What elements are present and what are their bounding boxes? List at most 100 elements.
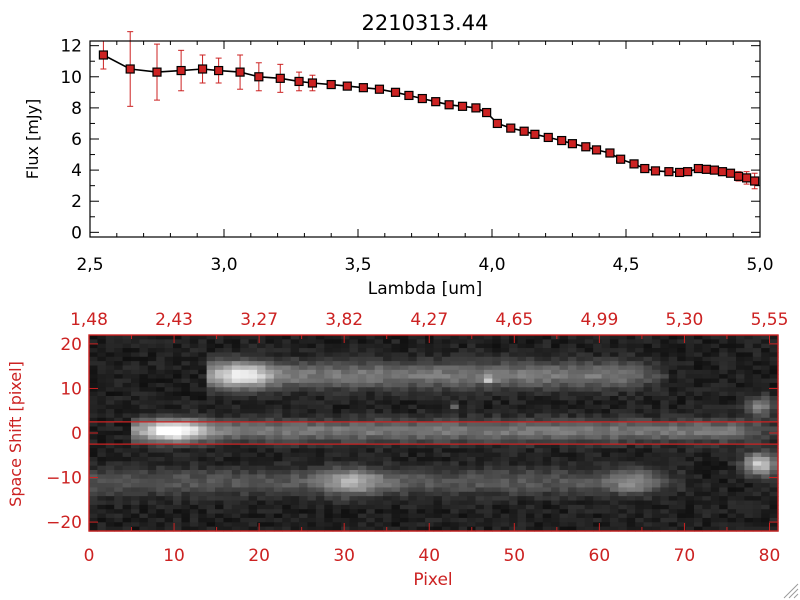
pixel-cell — [693, 391, 703, 397]
pixel-cell — [450, 422, 460, 428]
pixel-cell — [240, 365, 250, 371]
pixel-cell — [609, 387, 619, 393]
pixel-cell — [593, 409, 603, 414]
pixel-cell — [156, 470, 166, 475]
pixel-cell — [609, 361, 619, 367]
pixel-cell — [391, 409, 401, 414]
pixel-cell — [181, 470, 191, 475]
pixel-cell — [425, 474, 435, 480]
pixel-cell — [206, 474, 216, 480]
pixel-cell — [769, 448, 779, 454]
pixel-cell — [332, 456, 342, 462]
pixel-cell — [769, 335, 779, 340]
pixel-cell — [206, 413, 216, 419]
pixel-cell — [374, 517, 384, 523]
pixel-cell — [567, 422, 577, 428]
pixel-cell — [744, 435, 754, 441]
pixel-cell — [416, 339, 426, 345]
pixel-cell — [576, 509, 586, 515]
pixel-cell — [651, 443, 661, 449]
pixel-cell — [97, 369, 107, 375]
pixel-cell — [299, 356, 309, 362]
pixel-tick-label: 60 — [589, 546, 611, 566]
pixel-cell — [357, 369, 367, 375]
pixel-cell — [534, 387, 544, 393]
pixel-cell — [761, 361, 771, 367]
pixel-cell — [324, 356, 334, 362]
pixel-cell — [467, 413, 477, 419]
pixel-cell — [131, 504, 141, 510]
pixel-cell — [425, 413, 435, 419]
pixel-cell — [542, 474, 552, 480]
pixel-cell — [265, 426, 275, 432]
pixel-cell — [223, 339, 233, 345]
pixel-cell — [735, 513, 745, 519]
pixel-cell — [542, 417, 552, 423]
pixel-cell — [248, 500, 258, 506]
pixel-cell — [341, 500, 351, 506]
pixel-cell — [500, 439, 510, 445]
pixel-cell — [651, 426, 661, 432]
pixel-cell — [483, 426, 493, 432]
pixel-cell — [593, 448, 603, 454]
pixel-cell — [475, 443, 485, 449]
pixel-cell — [248, 369, 258, 375]
pixel-cell — [752, 361, 762, 367]
pixel-cell — [265, 448, 275, 454]
pixel-cell — [399, 422, 409, 428]
pixel-cell — [677, 517, 687, 523]
pixel-cell — [416, 356, 426, 362]
pixel-cell — [492, 470, 502, 475]
flux-point — [683, 167, 693, 177]
pixel-cell — [576, 422, 586, 428]
pixel-cell — [248, 413, 258, 419]
pixel-cell — [349, 352, 359, 358]
pixel-cell — [492, 430, 502, 436]
pixel-cell — [181, 526, 191, 532]
pixel-cell — [441, 361, 451, 367]
pixel-cell — [517, 491, 527, 497]
pixel-cell — [483, 465, 493, 471]
pixel-cell — [357, 391, 367, 397]
pixel-cell — [542, 430, 552, 436]
pixel-cell — [282, 452, 292, 458]
pixel-cell — [458, 439, 468, 445]
pixel-cell — [139, 487, 149, 493]
pixel-cell — [408, 513, 418, 519]
pixel-cell — [492, 422, 502, 428]
pixel-cell — [139, 448, 149, 454]
pixel-cell — [584, 526, 594, 532]
pixel-cell — [122, 365, 132, 371]
pixel-cell — [97, 365, 107, 371]
pixel-cell — [584, 387, 594, 393]
pixel-cell — [660, 491, 670, 497]
pixel-cell — [492, 343, 502, 349]
pixel-cell — [593, 487, 603, 493]
pixel-cell — [164, 339, 174, 345]
pixel-cell — [307, 374, 317, 380]
pixel-cell — [693, 504, 703, 510]
pixel-cell — [483, 461, 493, 467]
pixel-cell — [710, 456, 720, 462]
pixel-cell — [299, 426, 309, 432]
pixel-cell — [257, 439, 267, 445]
pixel-cell — [408, 526, 418, 532]
pixel-cell — [282, 500, 292, 506]
pixel-cell — [156, 522, 166, 528]
pixel-cell — [198, 522, 208, 528]
pixel-cell — [383, 335, 393, 340]
pixel-cell — [299, 452, 309, 458]
pixel-cell — [475, 339, 485, 345]
pixel-cell — [114, 522, 124, 528]
pixel-cell — [97, 487, 107, 493]
pixel-cell — [374, 361, 384, 367]
pixel-cell — [105, 491, 115, 497]
pixel-cell — [299, 417, 309, 423]
pixel-cell — [433, 409, 443, 414]
pixel-cell — [609, 409, 619, 414]
spectrum-y-tick-label: 6 — [71, 130, 82, 150]
pixel-cell — [483, 356, 493, 362]
pixel-cell — [618, 526, 628, 532]
pixel-cell — [366, 443, 376, 449]
resize-grip-icon[interactable] — [783, 583, 799, 599]
